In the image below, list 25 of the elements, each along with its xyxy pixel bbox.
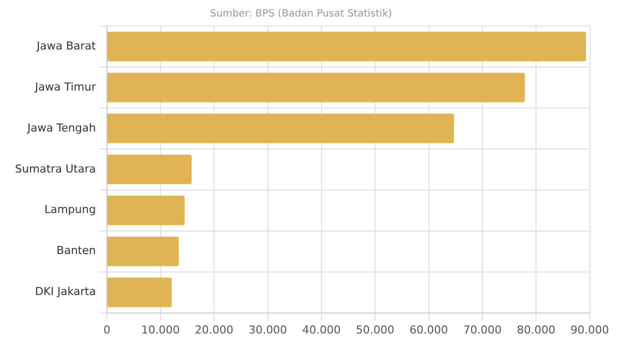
bar [107, 196, 185, 226]
y-tick-label: Lampung [44, 203, 96, 216]
x-tick-label: 20.000 [194, 323, 234, 336]
x-tick-label: 60.000 [410, 323, 448, 336]
y-tick-label: Banten [56, 244, 96, 258]
x-tick-label: 10.000 [141, 323, 180, 336]
bar [107, 32, 586, 62]
y-tick-label: Jawa Barat [36, 39, 97, 52]
y-tick-label: Sumatra Utara [14, 162, 96, 176]
y-tick-label: Jawa Timur [34, 80, 96, 94]
bar [107, 278, 172, 308]
bar [107, 236, 179, 266]
bar [107, 72, 525, 102]
x-tick-label: 40.000 [302, 323, 341, 336]
x-tick-label: 50.000 [356, 323, 394, 336]
y-tick-label: DKI Jakarta [34, 285, 96, 298]
bar [107, 154, 192, 184]
x-tick-label: 80.000 [516, 323, 556, 336]
x-tick-label: 70.000 [463, 323, 502, 336]
chart-subtitle: Sumber: BPS (Badan Pusat Statistik) [210, 8, 392, 20]
x-tick-label: 0 [103, 323, 110, 336]
y-tick-label: Jawa Tengah [26, 121, 96, 134]
bar [107, 114, 454, 144]
x-tick-label: 90.000 [570, 323, 610, 336]
x-tick-label: 30.000 [248, 323, 288, 336]
